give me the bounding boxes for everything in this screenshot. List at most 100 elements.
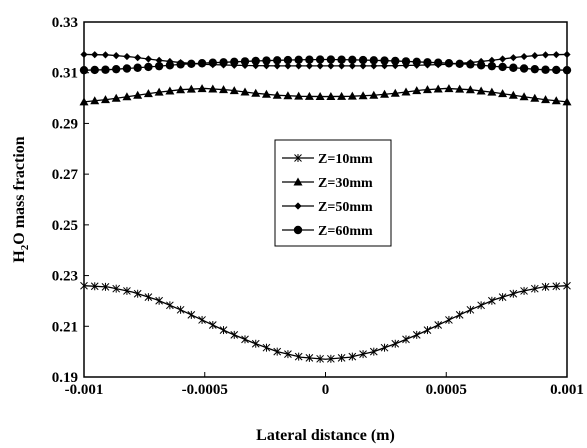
data-point <box>240 57 250 66</box>
data-point <box>101 282 110 291</box>
data-point <box>465 85 475 94</box>
data-point <box>499 55 507 63</box>
data-point <box>133 63 142 72</box>
data-point <box>563 50 571 59</box>
data-point <box>166 301 174 310</box>
data-point <box>186 84 196 93</box>
data-point <box>122 64 132 73</box>
data-point <box>144 62 153 72</box>
data-point <box>422 85 432 94</box>
data-point <box>476 61 486 70</box>
data-point <box>370 62 378 70</box>
data-point <box>369 347 378 356</box>
data-point <box>80 281 88 290</box>
data-point <box>101 51 110 59</box>
data-point <box>176 305 185 314</box>
y-tick-label: 0.31 <box>52 66 78 82</box>
y-tick-label: 0.25 <box>52 218 78 234</box>
data-point <box>466 305 475 314</box>
data-point <box>197 84 207 93</box>
data-point <box>326 91 336 100</box>
data-point <box>295 62 303 70</box>
data-point <box>112 52 120 60</box>
series-line <box>83 53 568 67</box>
data-point <box>391 56 400 66</box>
data-point <box>488 56 496 64</box>
data-point <box>284 350 292 359</box>
data-point <box>541 51 550 59</box>
data-point <box>455 84 465 93</box>
data-point <box>445 315 453 324</box>
data-point <box>273 347 282 356</box>
y-axis-title-rest: O mass fraction <box>11 136 28 245</box>
data-point <box>176 85 186 94</box>
data-point <box>262 343 271 352</box>
data-point <box>390 88 400 97</box>
data-point <box>316 354 324 363</box>
data-point <box>305 55 314 64</box>
data-point <box>369 90 379 99</box>
data-point <box>359 62 367 70</box>
data-point <box>380 56 389 65</box>
data-point <box>112 64 121 74</box>
data-point <box>327 62 335 70</box>
data-point <box>412 86 422 95</box>
data-point <box>552 282 561 291</box>
data-point <box>530 64 539 74</box>
legend-item: Z=50mm <box>282 200 373 215</box>
data-point <box>444 59 454 68</box>
data-point <box>219 326 228 335</box>
data-point <box>338 62 346 70</box>
x-tick-label: 0.001 <box>550 382 584 398</box>
x-tick-label: 0.0005 <box>426 382 467 398</box>
data-point <box>348 55 357 65</box>
data-point <box>423 326 432 335</box>
data-point <box>91 51 99 59</box>
data-point <box>187 59 196 68</box>
data-point <box>122 92 132 101</box>
data-point <box>219 85 229 94</box>
legend-item: Z=60mm <box>282 224 373 239</box>
data-point <box>315 91 325 100</box>
data-point <box>251 88 261 97</box>
data-point <box>144 55 152 63</box>
data-point <box>498 293 507 302</box>
data-point <box>230 57 239 67</box>
data-point <box>123 52 131 61</box>
data-point <box>79 65 89 75</box>
data-point <box>327 354 335 363</box>
series-line <box>83 87 568 103</box>
data-point <box>208 58 217 67</box>
data-point <box>229 86 239 95</box>
legend-item: Z=30mm <box>282 176 373 191</box>
legend-label: Z=50mm <box>318 200 373 215</box>
data-point <box>434 58 443 67</box>
data-point <box>133 289 142 298</box>
data-point <box>552 65 561 75</box>
legend-label: Z=30mm <box>318 176 373 191</box>
data-point <box>487 87 497 96</box>
data-point <box>434 321 443 330</box>
data-point <box>293 177 303 186</box>
data-point <box>498 62 507 72</box>
data-point <box>509 54 517 62</box>
series-z-30mm <box>79 84 572 106</box>
y-axis-title: H2O mass fraction <box>11 136 31 262</box>
data-point <box>326 55 336 64</box>
data-point <box>380 89 390 98</box>
y-axis-title-h: H <box>11 250 28 263</box>
y-axis-ticks: 0.19 0.21 0.23 0.25 0.27 0.29 0.31 0.33 <box>52 15 89 386</box>
data-point <box>455 59 464 68</box>
data-point <box>100 95 110 104</box>
data-point <box>262 56 271 65</box>
data-point <box>401 57 411 66</box>
x-tick-label: -0.0005 <box>182 382 228 398</box>
data-point <box>251 339 260 348</box>
data-point <box>316 62 324 70</box>
data-point <box>562 65 572 75</box>
data-point <box>294 154 302 162</box>
data-point <box>293 225 303 235</box>
data-point <box>530 93 540 102</box>
data-point <box>165 86 175 95</box>
data-point <box>90 96 100 105</box>
